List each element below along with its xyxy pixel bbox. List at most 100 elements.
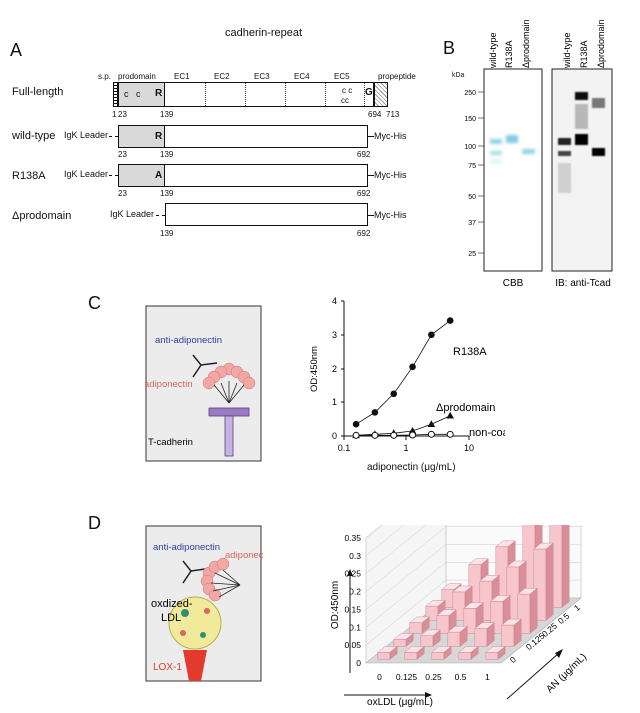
z-tick-label: 0 [356, 658, 361, 668]
cbb-band [490, 139, 502, 144]
z-tick-label: 0.05 [344, 640, 361, 650]
leader-line [156, 215, 165, 216]
num-713: 713 [386, 110, 400, 119]
annotation-dprodomain: Δprodomain [436, 402, 495, 414]
marker-ticks [478, 91, 484, 254]
leader-line [109, 136, 118, 137]
ec5-cys-pair-mark: cc [341, 96, 349, 105]
gridline [365, 525, 405, 557]
bar-top [468, 558, 489, 565]
leader-line [109, 175, 118, 176]
bar [393, 632, 414, 647]
data-point [409, 431, 417, 439]
row-label-full-length: Full-length [12, 86, 64, 98]
bar-top [458, 646, 479, 653]
chart-bars [377, 525, 570, 660]
y-axis [341, 300, 345, 437]
ib-band [558, 163, 571, 193]
panel-c-chart: 4 3 2 1 0 0.1 1 10 OD:450nm R138A Δprodo… [309, 296, 505, 453]
y-tick-label: 2 [332, 364, 337, 374]
t-cadherin-label: T-cadherin [148, 437, 193, 448]
bar-top [474, 622, 495, 629]
wt-prodomain-box [118, 125, 165, 148]
bar-front [447, 631, 461, 647]
ec-divider [205, 83, 206, 106]
anti-adiponectin-label: anti-adiponectin [153, 542, 220, 553]
tag-line [368, 175, 374, 176]
data-point [446, 430, 454, 438]
x-axis-arrowhead [425, 692, 432, 698]
bar [377, 645, 398, 660]
marker-75: 75 [468, 163, 476, 170]
x-tick-label: 0.5 [455, 672, 467, 682]
z-tick-label: 0.2 [349, 587, 361, 597]
signal-peptide-box [113, 82, 118, 107]
cbb-band [522, 149, 535, 154]
ec-divider [285, 83, 286, 106]
ec-divider [325, 83, 326, 106]
bar-front [431, 652, 445, 660]
bar-front [377, 652, 391, 660]
z-tick-label: 0.35 [344, 533, 361, 543]
bar-front [409, 622, 423, 634]
ec5-label: EC5 [334, 72, 350, 81]
bar-top [420, 629, 441, 636]
igk-leader-label: IgK Leader [64, 130, 109, 140]
y-tick-label: 3 [332, 330, 337, 340]
bar-top [431, 646, 452, 653]
r138a-cadherin-box [165, 164, 368, 187]
igk-leader-label: IgK Leader [64, 169, 109, 179]
panel-label-d: D [88, 513, 101, 533]
ec1-label: EC1 [174, 72, 190, 81]
num-692: 692 [357, 189, 371, 198]
cbb-band [490, 160, 502, 163]
lane-label-r138a-right: R138A [579, 40, 589, 68]
data-point [352, 431, 360, 439]
bar-top [495, 540, 516, 547]
ib-anti-tcad-label: IB: anti-Tcad [555, 278, 611, 289]
bar [458, 645, 479, 660]
lox-1-label: LOX-1 [153, 662, 182, 673]
gridline [365, 525, 427, 574]
x-tick-label: 1 [403, 443, 408, 453]
bar-front [458, 652, 472, 660]
myc-his-tag-label: Myc-His [374, 131, 407, 141]
bar-top [452, 585, 473, 593]
x-tick-label: 1 [485, 672, 490, 682]
panel-c-schematic: anti-adiponectin adiponectin T-cadherin [145, 305, 262, 462]
t-cadherin-icon [208, 407, 250, 457]
bar-top [441, 583, 462, 590]
annotation-non-coat: non-coat [469, 427, 505, 439]
bar-front [474, 628, 488, 647]
bar-top [501, 618, 522, 626]
x-tick-label: 0 [377, 672, 382, 682]
z-tick-label: 0.25 [344, 569, 361, 579]
bar-top [506, 560, 527, 568]
y-tick-label: 1 [572, 602, 582, 613]
num-139: 139 [160, 110, 174, 119]
bar [485, 645, 506, 660]
anti-adiponectin-label: anti-adiponectin [155, 335, 222, 346]
antibody-icon [182, 560, 206, 584]
x-axis-label: oxLDL (μg/mL) [367, 697, 433, 708]
z-tick-label: 0.3 [349, 551, 361, 561]
bar [474, 622, 495, 647]
x-tick-label: 10 [464, 443, 474, 453]
bar-top [479, 575, 500, 582]
bar [420, 629, 441, 647]
ib-band [558, 138, 571, 145]
data-point [409, 363, 416, 371]
bar-front [485, 652, 499, 660]
marker-100: 100 [464, 144, 476, 151]
bar-top [425, 600, 446, 607]
num-692: 692 [357, 229, 371, 238]
row-label-dprodomain: Δprodomain [12, 210, 72, 222]
r138a-residue-mark: A [155, 170, 163, 181]
cbb-band [506, 135, 518, 143]
y-axis-arrowhead [555, 649, 563, 658]
bar-top [533, 542, 554, 550]
num-23: 23 [118, 189, 127, 198]
ib-band [592, 98, 605, 108]
ib-band [575, 134, 588, 145]
adiponectin-label: adiponectin [225, 550, 263, 561]
